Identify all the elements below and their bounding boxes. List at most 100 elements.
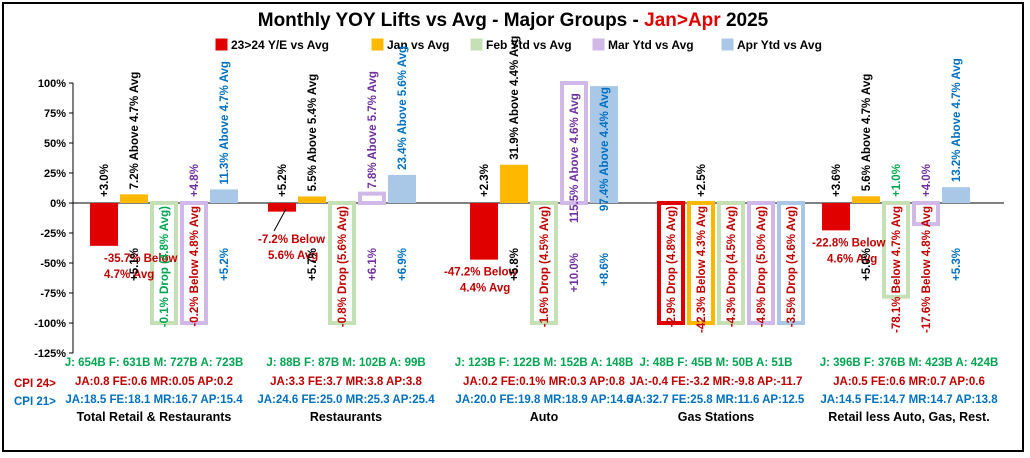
- data-label-vertical: -3.5% Drop (4.6% Avg): [786, 206, 798, 327]
- data-label-vertical: +3.0%: [99, 164, 111, 197]
- data-label-vertical: -17.6% Below 4.8% Avg: [921, 206, 933, 333]
- bar-1: [90, 203, 118, 246]
- chart-title-suffix: 2025: [721, 10, 769, 31]
- data-label: 4.6% Avg: [827, 253, 877, 265]
- table-cell: JA:24.6 FE:25.0 MR:25.3 AP:25.4: [257, 394, 435, 406]
- data-label-vertical: 31.9% Above 4.4% Avg: [509, 36, 521, 160]
- table-row-label: CPI 21>: [14, 396, 56, 408]
- bar-5: [590, 86, 618, 203]
- data-label-vertical: +3.6%: [831, 164, 843, 197]
- data-label-vertical: -1.6% Drop (4.5% Avg): [539, 206, 551, 327]
- data-label-vertical: -4.8% Drop (5.0% Avg): [756, 206, 768, 327]
- category-label: Retail less Auto, Gas, Rest.: [828, 410, 989, 424]
- bar-3: [530, 201, 558, 325]
- table-cell: J: 48B F: 45B M: 50B A: 51B: [640, 357, 793, 369]
- legend-swatch: [215, 38, 228, 51]
- bar-4: [747, 201, 775, 325]
- bar-3: [328, 201, 356, 325]
- table-cell: JA:18.5 FE:18.1 MR:16.7 AP:15.4: [65, 394, 243, 406]
- legend-label: Mar Ytd vs Avg: [608, 38, 694, 52]
- data-label-vertical: 5.6% Above 4.7% Avg: [861, 74, 873, 192]
- bar-4: [560, 81, 588, 205]
- data-label-vertical: -42.3% Below 4.3% Avg: [696, 206, 708, 333]
- legend-swatch: [470, 38, 483, 51]
- bar-3: [882, 201, 910, 299]
- data-label: -47.2% Below: [444, 267, 518, 279]
- data-label-vertical: -2.9% Drop (4.8% Avg): [666, 206, 678, 327]
- data-label-vertical: 23.4% Above 5.6% Avg: [397, 46, 409, 170]
- data-label-vertical: +4.0%: [921, 164, 933, 197]
- chart-title: Monthly YOY Lifts vs Avg - Major Groups …: [258, 10, 769, 31]
- bar-1: [657, 201, 685, 325]
- y-tick-label: -75%: [40, 288, 66, 300]
- legend-swatch: [721, 38, 734, 51]
- table-cell: J: 123B F: 122B M: 152B A: 148B: [455, 357, 634, 369]
- bar-2: [852, 196, 880, 203]
- data-label-vertical: 115.5% Above 4.6% Avg: [569, 93, 581, 223]
- data-label: -7.2% Below: [258, 234, 325, 246]
- data-label-vertical: -0.2% Below 4.8% Avg: [189, 206, 201, 327]
- table-cell: JA:0.2 FE:0.1% MR:0.3 AP:0.8: [463, 376, 626, 388]
- data-label-vertical: +2.3%: [479, 164, 491, 197]
- y-tick-label: -50%: [40, 258, 66, 270]
- data-label-vertical: +10.0%: [569, 253, 581, 292]
- bar-2: [500, 164, 528, 203]
- data-label-vertical: +5.8%: [509, 248, 521, 281]
- category-label: Total Retail & Restaurants: [77, 410, 232, 424]
- category-label: Gas Stations: [678, 410, 754, 424]
- bar-2: [120, 194, 148, 203]
- table-cell: JA:-0.4 FE:-3.2 MR:-9.8 AP:-11.7: [630, 376, 803, 388]
- y-tick-label: 0%: [50, 198, 66, 210]
- data-label-vertical: +5.7%: [307, 248, 319, 281]
- legend-label: 23>24 Y/E vs Avg: [231, 38, 329, 52]
- chart-frame: Monthly YOY Lifts vs Avg - Major Groups …: [2, 2, 1024, 452]
- bar-5: [777, 201, 805, 325]
- table-cell: JA:0.5 FE:0.6 MR:0.7 AP:0.6: [833, 376, 985, 388]
- bar-5: [942, 187, 970, 203]
- data-label-vertical: 11.3% Above 4.7% Avg: [219, 61, 231, 184]
- y-tick-label: 75%: [44, 108, 66, 120]
- data-label: -35.7% Below: [104, 253, 178, 265]
- legend-label: Apr Ytd vs Avg: [737, 38, 822, 52]
- data-label: 4.7% Avg: [104, 269, 154, 281]
- y-tick-label: -25%: [40, 228, 66, 240]
- bar-1: [470, 203, 498, 260]
- legend-label: Feb Ytd vs Avg: [486, 38, 572, 52]
- data-label-vertical: +5.3%: [951, 248, 963, 281]
- bar-5: [210, 189, 238, 203]
- category-label: Restaurants: [310, 410, 382, 424]
- chart-title-highlight: Jan>Apr: [644, 10, 721, 31]
- legend-swatch: [592, 38, 605, 51]
- data-label-vertical: 97.4% Above 4.4% Avg: [599, 87, 611, 211]
- category-label: Auto: [530, 410, 559, 424]
- data-label-vertical: 7.8% Above 5.7% Avg: [367, 71, 379, 189]
- y-tick-label: 100%: [38, 78, 66, 90]
- data-label-vertical: +8.6%: [599, 253, 611, 286]
- data-label: 4.4% Avg: [460, 283, 510, 295]
- data-label-vertical: +5.1%: [129, 248, 141, 281]
- data-label-vertical: +2.5%: [696, 164, 708, 197]
- table-cell: JA:0.8 FE:0.6 MR:0.05 AP:0.2: [75, 376, 233, 388]
- label-leader-line: [273, 208, 287, 232]
- bars: [90, 81, 970, 325]
- table-cell: JA:20.0 FE:19.8 MR:18.9 AP:14.6: [455, 394, 632, 406]
- table-cell: JA:3.3 FE:3.7 MR:3.8 AP:3.8: [270, 376, 422, 388]
- table-cell: J: 396B F: 376B M: 423B A: 424B: [820, 357, 999, 369]
- chart: Monthly YOY Lifts vs Avg - Major Groups …: [14, 10, 1004, 424]
- bar-4: [358, 191, 386, 205]
- table-cell: J: 654B F: 631B M: 727B A: 723B: [65, 357, 244, 369]
- bar-4: [180, 201, 208, 325]
- data-label-vertical: -0.1% Drop (4.8% Avg): [159, 206, 171, 327]
- bar-3: [717, 201, 745, 325]
- table-cell: JA:14.5 FE:14.7 MR:14.7 AP:13.8: [820, 394, 998, 406]
- data-label-vertical: +5.2%: [277, 164, 289, 197]
- data-label-vertical: +1.0%: [891, 164, 903, 197]
- y-tick-label: -125%: [34, 348, 66, 360]
- data-label-vertical: -78.1% Below 4.7% Avg: [891, 206, 903, 333]
- bar-4: [912, 201, 940, 227]
- data-label-vertical: 5.5% Above 5.4% Avg: [307, 74, 319, 192]
- chart-title-main: Monthly YOY Lifts vs Avg - Major Groups …: [258, 10, 644, 31]
- data-table: J: 654B F: 631B M: 727B A: 723B J: 88B F:…: [14, 357, 998, 424]
- bar-2: [687, 201, 715, 325]
- bar-2: [298, 196, 326, 203]
